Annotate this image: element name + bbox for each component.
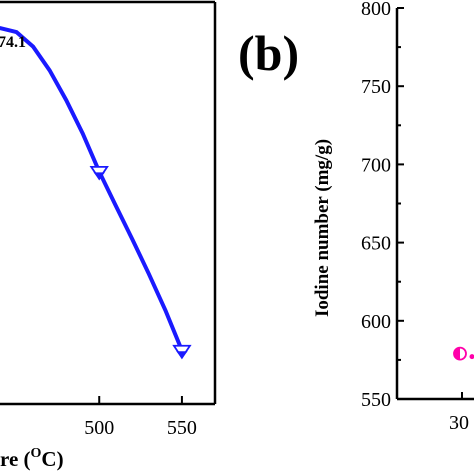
panel-a-x-axis-label-suffix: C) (41, 447, 63, 471)
panel-a-x-tick-labels: 500 550 (84, 417, 197, 439)
panel-b-y-tick-label: 550 (361, 389, 391, 411)
panel-a: 500 550 74.1 re (OC) (0, 0, 217, 471)
panel-b: (b) 550 600 650 700 750 800 30 Iodine number … (238, 0, 474, 434)
panel-b-x-ticks: 30 (449, 392, 469, 434)
panel-b-y-tick-label: 800 (361, 0, 391, 20)
panel-a-x-ticks (98, 396, 183, 404)
panel-b-y-tick-label: 750 (361, 76, 391, 98)
panel-b-data-point (453, 346, 467, 361)
panel-b-data-point-fragment (469, 354, 474, 360)
panel-b-y-tick-label: 650 (361, 233, 391, 255)
panel-b-label: (b) (238, 25, 299, 81)
panel-b-y-tick-label: 600 (361, 311, 391, 333)
panel-a-data-point (89, 165, 109, 181)
panel-b-y-ticks (397, 7, 404, 400)
panel-b-y-tick-labels: 550 600 650 700 750 800 (361, 0, 391, 411)
panel-a-x-axis-label-sup: O (31, 446, 42, 461)
panel-a-x-tick-label: 500 (84, 417, 114, 439)
panel-a-data-point (172, 344, 192, 360)
panel-b-markers (453, 346, 474, 361)
panel-a-x-axis-label: re (OC) (0, 446, 64, 471)
panel-a-annotation: 74.1 (0, 34, 26, 51)
panel-b-y-tick-label: 700 (361, 154, 391, 176)
panel-b-y-axis-label: Iodine number (mg/g) (312, 139, 333, 317)
panel-a-x-axis-label-prefix: re ( (0, 447, 31, 471)
panel-a-x-tick-label: 550 (167, 417, 197, 439)
panel-b-x-tick-label: 30 (449, 412, 469, 434)
panel-a-series-line (0, 26, 184, 353)
panel-a-markers (89, 165, 192, 360)
